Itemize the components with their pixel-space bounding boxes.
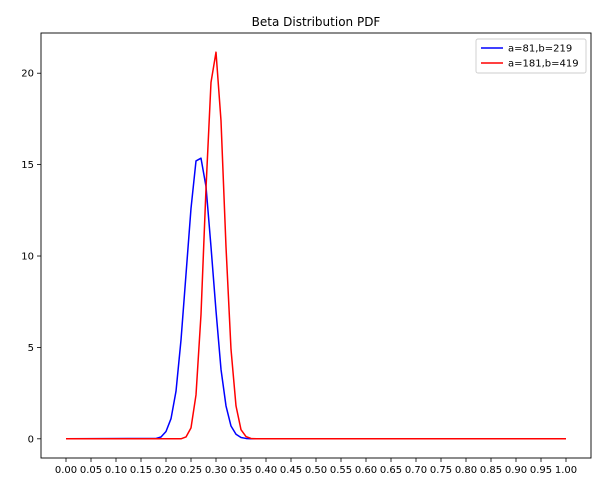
x-tick-label: 0.70 [405, 465, 427, 476]
x-tick-label: 0.90 [505, 465, 527, 476]
x-tick-label: 0.65 [380, 465, 402, 476]
x-axis: 0.00 0.05 0.10 0.15 0.20 0.25 0.30 0.35 0.40 0.45… [55, 458, 577, 476]
y-axis: 0 5 10 15 20 [21, 69, 41, 445]
y-tick-label: 5 [28, 343, 34, 354]
x-tick-label: 0.40 [255, 465, 277, 476]
x-tick-label: 0.95 [530, 465, 552, 476]
x-tick-label: 0.25 [180, 465, 202, 476]
x-tick-label: 1.00 [555, 465, 577, 476]
series-line-1 [65, 157, 566, 440]
x-tick-label: 0.55 [330, 465, 352, 476]
x-tick-label: 0.10 [105, 465, 127, 476]
x-tick-label: 0.85 [480, 465, 502, 476]
legend: a=81,b=219 a=181,b=419 [475, 38, 587, 74]
x-tick-label: 0.60 [355, 465, 377, 476]
x-tick-label: 0.20 [155, 465, 177, 476]
x-tick-label: 0.05 [80, 465, 102, 476]
legend-label-series-1: a=81,b=219 [508, 44, 572, 55]
x-tick-label: 0.00 [55, 465, 77, 476]
y-tick-label: 20 [21, 69, 34, 80]
x-tick-label: 0.75 [430, 465, 452, 476]
x-tick-label: 0.50 [305, 465, 327, 476]
x-tick-label: 0.35 [230, 465, 252, 476]
y-tick-label: 10 [21, 252, 34, 263]
x-tick-label: 0.80 [455, 465, 477, 476]
y-tick-label: 0 [28, 434, 34, 445]
legend-label-series-2: a=181,b=419 [508, 59, 579, 70]
y-tick-label: 15 [21, 160, 34, 171]
series-layer [65, 51, 566, 440]
legend-box [475, 38, 587, 74]
series-line-2 [66, 51, 566, 440]
x-tick-label: 0.15 [130, 465, 152, 476]
x-tick-label: 0.30 [205, 465, 227, 476]
x-tick-label: 0.45 [280, 465, 302, 476]
plot-area [40, 32, 592, 459]
chart-title: Beta Distribution PDF [252, 15, 381, 29]
